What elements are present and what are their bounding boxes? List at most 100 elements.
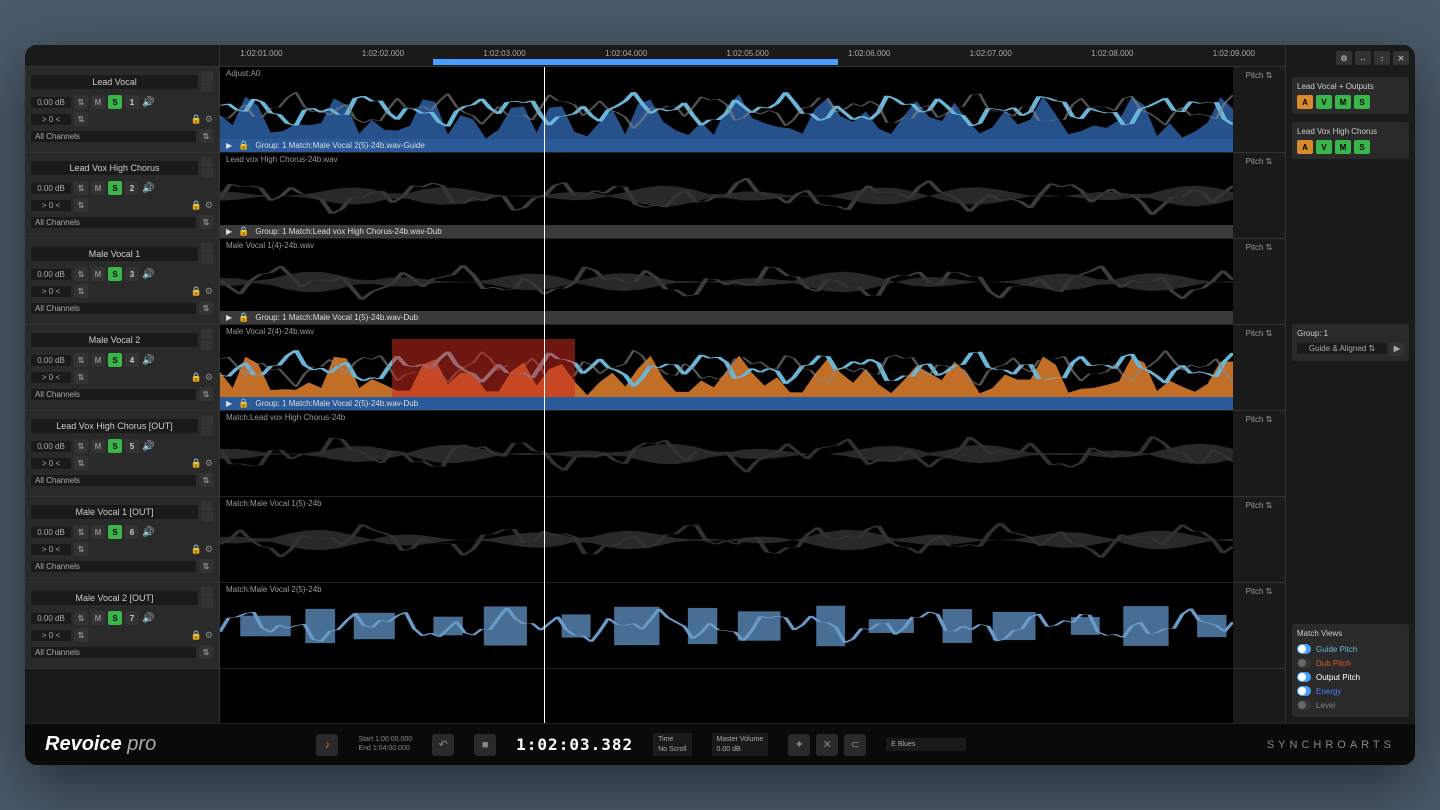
clip-footer[interactable]: ▶ 🔒 Group: 1 Match:Male Vocal 1(5)-24b.w… [220,311,1233,324]
track-row[interactable]: Lead vox High Chorus-24b.wav ▶ 🔒 Group: … [220,153,1233,239]
group-play-button[interactable]: ▶ [1390,342,1404,356]
gain-arrows-icon[interactable]: ⇅ [74,353,88,367]
lock-icon[interactable]: 🔒 [191,200,202,211]
track-header[interactable]: Male Vocal 1 0.00 dB ⇅ M S 3 🔊 > 0 < ⇅ 🔒… [25,239,219,325]
track-header[interactable]: Lead Vox High Chorus 0.00 dB ⇅ M S 2 🔊 >… [25,153,219,239]
error-region[interactable] [392,339,574,397]
lock-icon[interactable]: 🔒 [191,372,202,383]
mute-button[interactable]: M [91,611,105,625]
track-expand-icon[interactable] [201,512,213,522]
play-icon[interactable]: ▶ [226,313,232,322]
channels-selector[interactable]: All Channels [31,131,196,142]
waveform[interactable] [220,597,1233,655]
track-row[interactable]: Male Vocal 1(4)-24b.wav ▶ 🔒 Group: 1 Mat… [220,239,1233,325]
track-settings-icon[interactable] [201,587,213,597]
channels-selector[interactable]: All Channels [31,303,196,314]
pitch-selector[interactable]: Pitch ⇅ [1233,583,1285,669]
pan-control[interactable]: > 0 < [31,458,71,469]
track-row[interactable]: Adjust:A0 ▶ 🔒 Group: 1 Match:Male Vocal … [220,67,1233,153]
speaker-icon[interactable]: 🔊 [142,269,154,280]
pitch-selector[interactable]: Pitch ⇅ [1233,325,1285,411]
pan-arrows-icon[interactable]: ⇅ [74,112,88,126]
pan-control[interactable]: > 0 < [31,286,71,297]
speaker-icon[interactable]: 🔊 [142,613,154,624]
gain-arrows-icon[interactable]: ⇅ [74,439,88,453]
waveform[interactable] [220,253,1233,311]
mute-button[interactable]: M [91,525,105,539]
gear-icon[interactable]: ⚙ [205,372,213,383]
gear-icon[interactable]: ⚙ [205,630,213,641]
track-header[interactable]: Male Vocal 2 [OUT] 0.00 dB ⇅ M S 7 🔊 > 0… [25,583,219,669]
channels-selector[interactable]: All Channels [31,647,196,658]
gear-icon[interactable]: ⚙ [205,544,213,555]
gear-icon[interactable]: ⚙ [205,286,213,297]
pan-control[interactable]: > 0 < [31,544,71,555]
track-header[interactable]: Male Vocal 2 0.00 dB ⇅ M S 4 🔊 > 0 < ⇅ 🔒… [25,325,219,411]
solo-button[interactable]: S [108,439,122,453]
channels-arrows-icon[interactable]: ⇅ [199,645,213,659]
mute-button[interactable]: M [91,353,105,367]
panel-tool-icon[interactable]: ↕ [1374,51,1390,65]
group-v-button[interactable]: V [1316,140,1332,154]
mute-button[interactable]: M [91,267,105,281]
solo-button[interactable]: S [108,95,122,109]
gear-icon[interactable]: ⚙ [205,458,213,469]
track-expand-icon[interactable] [201,426,213,436]
lock-icon[interactable]: 🔒 [238,312,249,323]
solo-button[interactable]: S [108,611,122,625]
track-expand-icon[interactable] [201,168,213,178]
lock-icon[interactable]: 🔒 [191,544,202,555]
gain-control[interactable]: 0.00 dB [31,97,71,108]
play-icon[interactable]: ▶ [226,399,232,408]
play-icon[interactable]: ▶ [226,227,232,236]
pan-arrows-icon[interactable]: ⇅ [74,456,88,470]
track-expand-icon[interactable] [201,82,213,92]
speaker-icon[interactable]: 🔊 [142,97,154,108]
pan-control[interactable]: > 0 < [31,630,71,641]
gain-arrows-icon[interactable]: ⇅ [74,525,88,539]
group-m-button[interactable]: M [1335,140,1351,154]
mute-button[interactable]: M [91,439,105,453]
panel-tool-icon[interactable]: ↔ [1355,51,1371,65]
lock-icon[interactable]: 🔒 [191,630,202,641]
gain-control[interactable]: 0.00 dB [31,527,71,538]
solo-button[interactable]: S [108,525,122,539]
lock-icon[interactable]: 🔒 [238,226,249,237]
waveform[interactable] [220,339,1233,397]
stop-button[interactable]: ■ [474,734,496,756]
view-toggle[interactable] [1297,672,1311,682]
clip-footer[interactable]: ▶ 🔒 Group: 1 Match:Male Vocal 2(5)-24b.w… [220,139,1233,152]
timeline-ruler[interactable]: 1:02:01.0001:02:02.0001:02:03.0001:02:04… [220,45,1233,67]
pan-arrows-icon[interactable]: ⇅ [74,198,88,212]
group-s-button[interactable]: S [1354,95,1370,109]
lock-icon[interactable]: 🔒 [191,458,202,469]
solo-button[interactable]: S [108,267,122,281]
pitch-selector[interactable]: Pitch ⇅ [1233,411,1285,497]
preset-selector[interactable]: E Blues [886,738,966,751]
track-expand-icon[interactable] [201,598,213,608]
undo-button[interactable]: ↶ [432,734,454,756]
metronome-button[interactable]: ♪ [316,734,338,756]
group-mode-selector[interactable]: Guide & Aligned ⇅ [1297,343,1387,354]
speaker-icon[interactable]: 🔊 [142,527,154,538]
view-toggle[interactable] [1297,686,1311,696]
channels-arrows-icon[interactable]: ⇅ [199,559,213,573]
gain-control[interactable]: 0.00 dB [31,269,71,280]
solo-button[interactable]: S [108,181,122,195]
track-row[interactable]: Match:Male Vocal 2(5)-24b [220,583,1233,669]
lock-icon[interactable]: 🔒 [191,114,202,125]
gain-arrows-icon[interactable]: ⇅ [74,95,88,109]
track-settings-icon[interactable] [201,243,213,253]
pitch-selector[interactable]: Pitch ⇅ [1233,239,1285,325]
group-a-button[interactable]: A [1297,140,1313,154]
range-selection[interactable] [433,59,838,65]
speaker-icon[interactable]: 🔊 [142,183,154,194]
track-settings-icon[interactable] [201,415,213,425]
time-scroll-dropdown[interactable]: Time No Scroll [653,733,691,755]
waveform[interactable] [220,511,1233,569]
gain-control[interactable]: 0.00 dB [31,183,71,194]
panel-tool-icon[interactable]: ✕ [1393,51,1409,65]
panel-tool-icon[interactable]: ⚙ [1336,51,1352,65]
master-volume-control[interactable]: Master Volume 0.00 dB [712,733,769,755]
pan-arrows-icon[interactable]: ⇅ [74,284,88,298]
